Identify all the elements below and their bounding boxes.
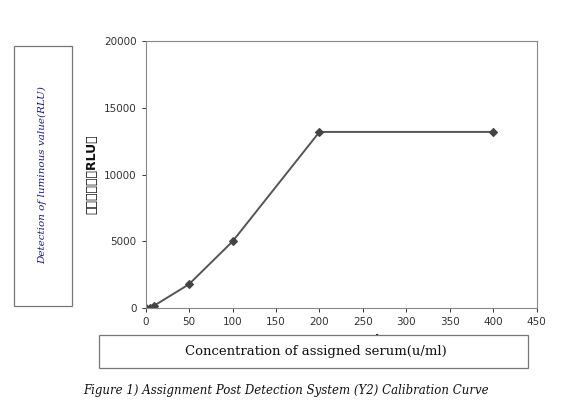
Y-axis label: 检测发光値（RLU）: 检测发光値（RLU） [85, 135, 98, 215]
FancyBboxPatch shape [14, 46, 71, 306]
FancyBboxPatch shape [99, 335, 528, 368]
X-axis label: 赋値血清浓度（U/ml）: 赋値血清浓度（U/ml） [295, 334, 387, 347]
Text: Detection of luminous value(RLU): Detection of luminous value(RLU) [38, 86, 47, 263]
Text: Concentration of assigned serum(u/ml): Concentration of assigned serum(u/ml) [184, 345, 447, 358]
Text: Figure 1) Assignment Post Detection System (Y2) Calibration Curve: Figure 1) Assignment Post Detection Syst… [83, 384, 488, 397]
